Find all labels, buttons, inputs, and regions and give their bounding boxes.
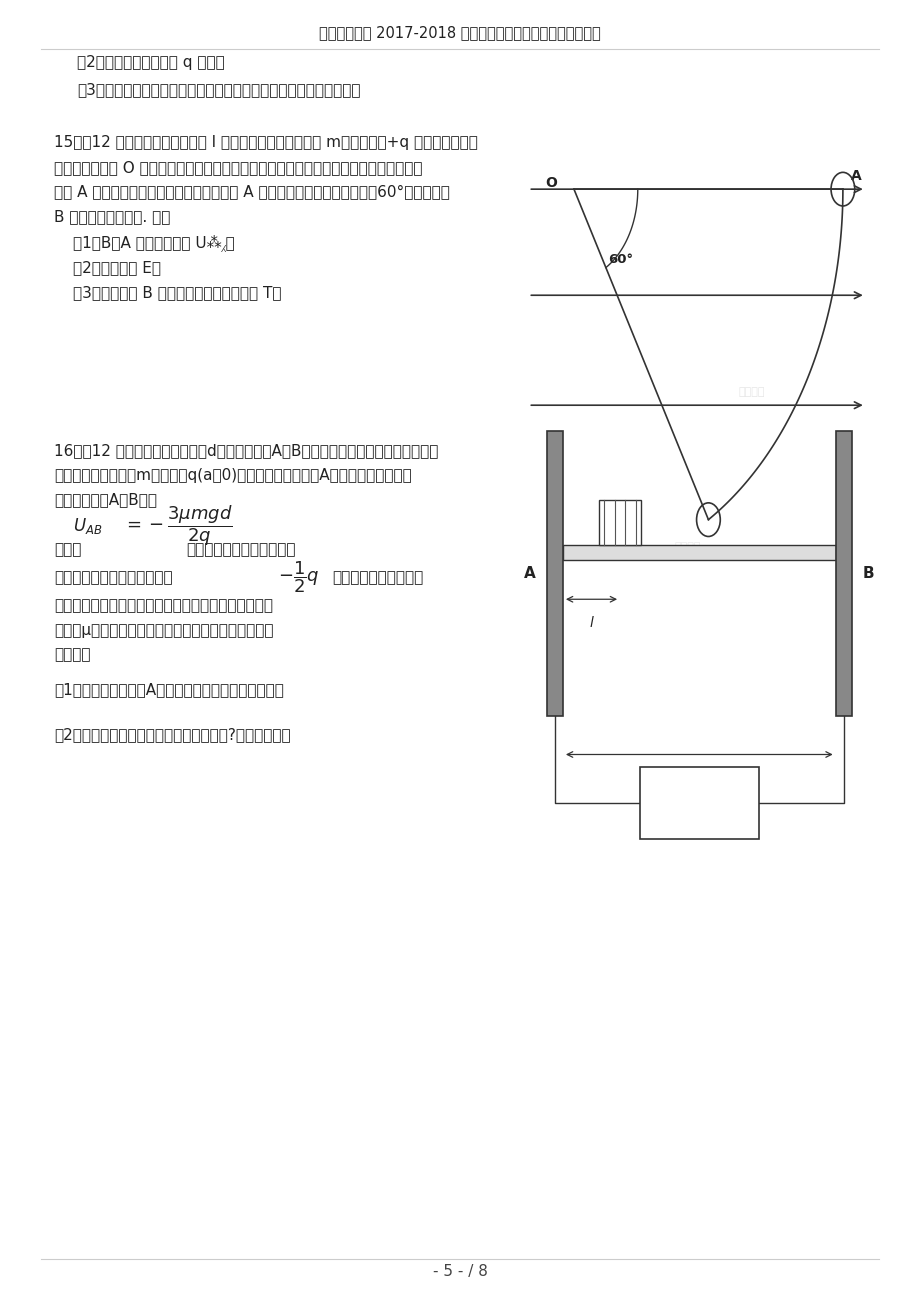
Text: （3）如某一时刻突然撤去板间的电场，求液滴落到下板所用的时间。: （3）如某一时刻突然撤去板间的电场，求液滴落到下板所用的时间。	[77, 82, 360, 98]
Text: （2）液滴所带的电荷量 q 的值；: （2）液滴所带的电荷量 q 的值；	[77, 55, 224, 70]
Text: （2）小物块碰撞后经过多长时间停止运动?停在何位置？: （2）小物块碰撞后经过多长时间停止运动?停在何位置？	[54, 728, 290, 742]
Text: 电源: 电源	[689, 796, 708, 811]
Text: B 时，速度恰好为零. 求：: B 时，速度恰好为零. 求：	[54, 208, 171, 224]
Text: 15．（12 分）如图所示，用长为 l 的绝缘细线栓一个质量为 m、带电量为+q 的小球（可视为: 15．（12 分）如图所示，用长为 l 的绝缘细线栓一个质量为 m、带电量为+q…	[54, 135, 478, 150]
Text: $-\dfrac{1}{2}q$: $-\dfrac{1}{2}q$	[278, 560, 319, 595]
Text: $U_{AB}$: $U_{AB}$	[73, 516, 102, 535]
Text: 的速度反方向弹出。已知小物块与绝缘平板间的动摩擦: 的速度反方向弹出。已知小物块与绝缘平板间的动摩擦	[54, 598, 273, 613]
Text: d: d	[694, 771, 703, 785]
Text: 正确教育: 正确教育	[738, 387, 765, 397]
Text: 位置 A 后，由静止开始将小球释放，小球从 A 点开始向下摆动，当悬线转过60°角到达位置: 位置 A 后，由静止开始将小球释放，小球从 A 点开始向下摆动，当悬线转过60°…	[54, 185, 449, 199]
Bar	[599, 500, 640, 546]
Text: （3）小球到达 B 点时，悬线对小球的拉力 T；: （3）小球到达 B 点时，悬线对小球的拉力 T；	[73, 285, 280, 301]
Text: B: B	[707, 546, 718, 559]
Text: 绝缘平板，有一质量m、电荷量q(a＞0)的小物块在与金属板A相距处静止。若某一: 绝缘平板，有一质量m、电荷量q(a＞0)的小物块在与金属板A相距处静止。若某一	[54, 467, 412, 483]
Text: O: O	[545, 176, 557, 190]
Text: A: A	[524, 566, 536, 581]
Text: 一电压: 一电压	[54, 543, 82, 557]
Text: l: l	[589, 616, 593, 630]
Text: B: B	[862, 566, 873, 581]
Text: ，并以与碰前大小相等: ，并以与碰前大小相等	[332, 570, 423, 585]
Text: 一次碰撞，碰撞后电荷量变为: 一次碰撞，碰撞后电荷量变为	[54, 570, 173, 585]
Text: - 5 - / 8: - 5 - / 8	[432, 1264, 487, 1280]
Text: 正确教育: 正确教育	[674, 543, 700, 552]
Text: 时刻在金属板A、B间加: 时刻在金属板A、B间加	[54, 492, 157, 508]
Text: 间，则：: 间，则：	[54, 647, 91, 663]
Text: A: A	[850, 169, 861, 184]
Bar	[640, 767, 758, 838]
Text: （2）电场强度 E；: （2）电场强度 E；	[73, 260, 161, 276]
Bar	[562, 546, 834, 560]
Text: 质点）后悬挂于 O 点，整个装置处于水平向右的匀强电场中。将小球拉至使悬线呈水平的: 质点）后悬挂于 O 点，整个装置处于水平向右的匀强电场中。将小球拉至使悬线呈水平…	[54, 160, 423, 174]
Bar	[546, 431, 562, 716]
Text: 因数为μ，若不计小物块电荷量对电场的影响和碰撞时: 因数为μ，若不计小物块电荷量对电场的影响和碰撞时	[54, 622, 274, 638]
Text: （1）小物块与金属板A碰撞前瞬间的速度大小是多少？: （1）小物块与金属板A碰撞前瞬间的速度大小是多少？	[54, 682, 284, 698]
Text: 16、（12 分）如图所示，相距为d的平行金属板A、B竖直放置，在两板之间水平放置一: 16、（12 分）如图所示，相距为d的平行金属板A、B竖直放置，在两板之间水平放…	[54, 443, 438, 458]
Text: 60°: 60°	[607, 254, 633, 267]
Text: 江西省上饶县 2017-2018 学年高二物理上学期第一次月考试题: 江西省上饶县 2017-2018 学年高二物理上学期第一次月考试题	[319, 25, 600, 40]
Bar	[834, 431, 851, 716]
Text: ，小物块与金属板只发生了: ，小物块与金属板只发生了	[187, 543, 296, 557]
Text: $= -\dfrac{3\mu mgd}{2q}$: $= -\dfrac{3\mu mgd}{2q}$	[122, 503, 232, 548]
Text: （1）B、A 两点的电势差 U⁂⁁；: （1）B、A 两点的电势差 U⁂⁁；	[73, 234, 234, 253]
